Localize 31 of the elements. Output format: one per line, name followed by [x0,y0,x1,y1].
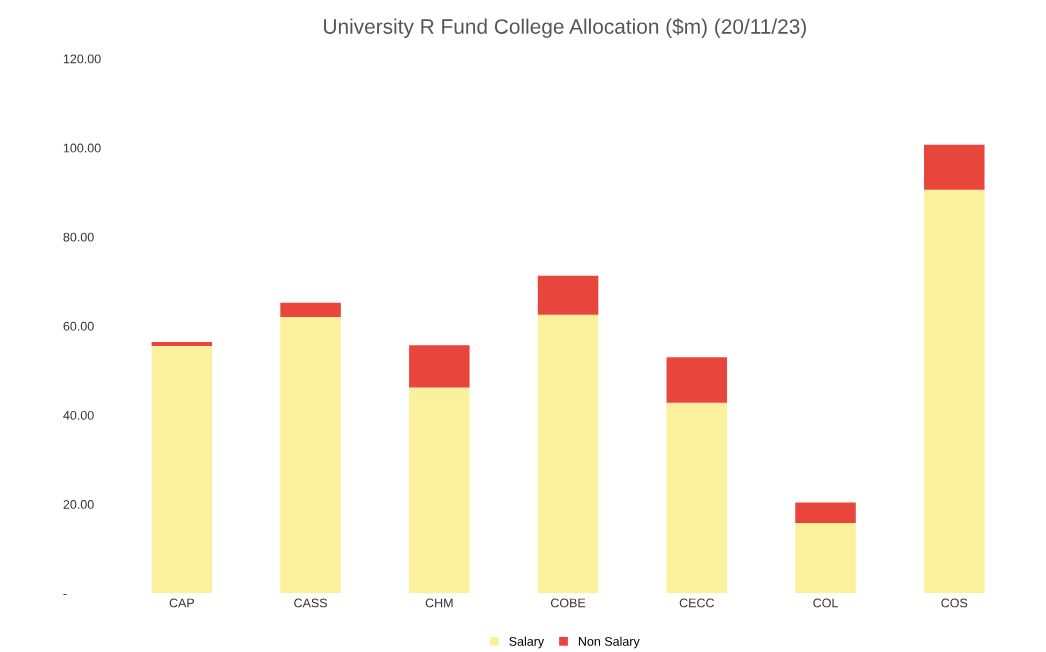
x-tick-label: CECC [679,598,715,608]
x-tick-label: COS [941,598,968,608]
bar [151,342,213,347]
x-tick-label: CHM [425,598,453,608]
bar [280,317,341,594]
y-tick-label: 20.00 [63,500,94,509]
bar [409,345,470,388]
x-tick-label: COL [813,598,838,608]
bar [666,402,728,594]
x-tick-label: CAP [169,598,195,608]
bar [537,314,599,594]
y-tick-label: 40.00 [63,410,94,420]
bar [795,502,856,523]
bar [666,357,728,403]
y-tick-label: 60.00 [63,321,94,331]
x-tick-label: CASS [294,598,328,608]
bar [537,275,599,315]
bar [280,302,341,318]
bar [924,189,985,594]
legend-label: Salary [509,636,545,649]
x-tick-label: COBE [550,598,586,608]
bar [151,346,213,594]
legend-label: Non Salary [578,636,640,649]
bar [409,387,470,594]
y-tick-label: 80.00 [63,232,94,242]
y-tick-label: 100.00 [63,143,101,153]
y-tick-label: - [63,594,67,596]
chart-title: University R Fund College Allocation ($m) (20/11/23) [324,18,806,38]
y-tick-label: 120.00 [63,54,101,64]
bar [924,144,985,190]
bar [795,522,856,594]
